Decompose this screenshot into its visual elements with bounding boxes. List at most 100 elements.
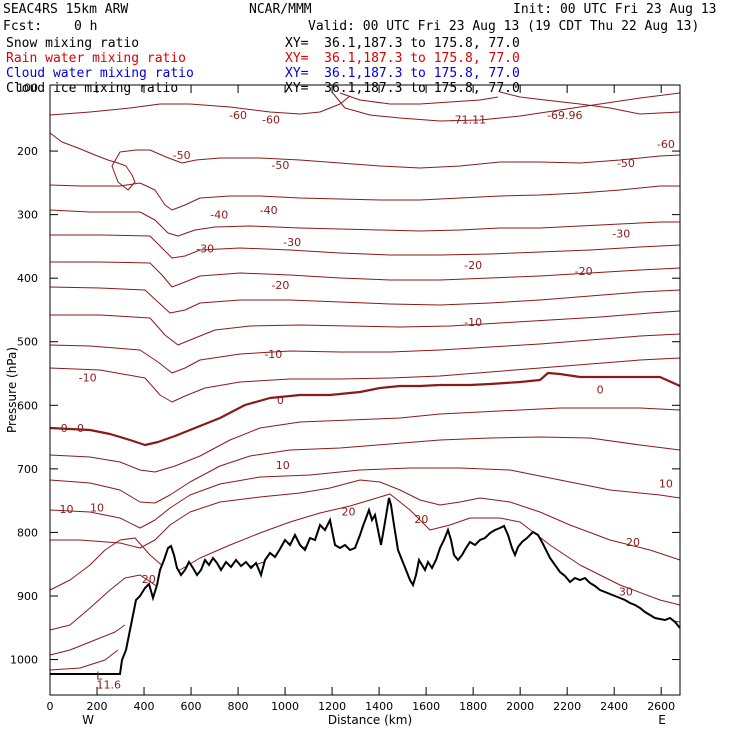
contour-label: 10 xyxy=(276,459,290,472)
legend-label-rain: Rain water mixing ratio xyxy=(6,51,187,66)
x-tick-label: 0 xyxy=(47,700,54,713)
x-tick-label: 1800 xyxy=(459,700,487,713)
x-end-label-east: E xyxy=(658,713,666,727)
contour-label: 20 xyxy=(142,573,156,586)
contour-label: -30 xyxy=(196,242,214,255)
contour-5 xyxy=(49,407,681,473)
contour-minus40-b xyxy=(50,234,681,259)
legend-xy-snow: XY= 36.1,187.3 to 175.8, 77.0 xyxy=(285,36,520,51)
x-tick-label: 1400 xyxy=(365,700,393,713)
x-tick-label: 2400 xyxy=(600,700,628,713)
y-tick-label-top: 100 xyxy=(17,82,38,95)
y-tick-label: 300 xyxy=(17,209,38,222)
legend-label-cloud-water: Cloud water mixing ratio xyxy=(6,66,194,81)
contour-label: 20 xyxy=(342,505,356,518)
contour-15 xyxy=(50,479,681,561)
contour-label: 20 xyxy=(626,536,640,549)
contour-minus70-center xyxy=(339,92,499,105)
y-tick-label: 900 xyxy=(17,590,38,603)
x-tick-label: 1200 xyxy=(318,700,346,713)
valid-time: Valid: 00 UTC Fri 23 Aug 13 (19 CDT Thu … xyxy=(308,19,700,34)
contour-label: -20 xyxy=(575,265,593,278)
contour-label: -10 xyxy=(464,316,482,329)
plot-frame xyxy=(49,84,681,696)
contour-label: -50 xyxy=(617,157,635,170)
contour-label: -10 xyxy=(79,371,97,384)
contour-label: -10 xyxy=(264,348,282,361)
contour-label: 30 xyxy=(619,586,633,599)
contour-label: -30 xyxy=(283,236,301,249)
legend-xy-cloud-ice: XY= 36.1,187.3 to 175.8, 77.0 xyxy=(285,81,520,96)
y-tick-label: 600 xyxy=(17,399,38,412)
contour-minus20 xyxy=(49,286,681,314)
contour-label: 10 xyxy=(59,503,73,516)
contour-minus50-loop xyxy=(49,132,681,191)
contour-label: 0 xyxy=(61,422,68,435)
x-tick-label: 800 xyxy=(228,700,249,713)
x-tick-label: 1000 xyxy=(271,700,299,713)
legend-label-snow: Snow mixing ratio xyxy=(6,36,140,51)
contour-label: 0 xyxy=(597,383,604,396)
x-tick-label: 2200 xyxy=(553,700,581,713)
contour-label: -60 xyxy=(262,113,280,126)
contour-minus50 xyxy=(49,182,680,211)
contour-label: -60 xyxy=(229,109,247,122)
center-title: NCAR/MMM xyxy=(249,2,312,17)
contour-minus30 xyxy=(50,261,681,288)
y-axis-title: Pressure (hPa) xyxy=(5,347,19,433)
contour-minus60-arc xyxy=(331,91,681,122)
contour-label: -40 xyxy=(210,209,228,222)
model-title: SEAC4RS 15km ARW xyxy=(3,2,129,17)
terrain-profile xyxy=(50,497,681,675)
fcst-label: Fcst: xyxy=(3,19,43,34)
y-tick-label: 200 xyxy=(17,145,38,158)
fcst-value: 0 h xyxy=(74,19,98,34)
contour-minus60-east xyxy=(499,91,681,115)
x-tick-label: 2600 xyxy=(647,700,675,713)
contour-label: -30 xyxy=(612,228,630,241)
contour-label: 20 xyxy=(414,513,428,526)
y-tick-label: 700 xyxy=(17,463,38,476)
contour-label: -50 xyxy=(173,149,191,162)
contour-minus10-b xyxy=(49,357,681,403)
legend-xy-rain: XY= 36.1,187.3 to 175.8, 77.0 xyxy=(285,51,520,66)
contour-minus60-west xyxy=(49,95,351,116)
contour-label: 10 xyxy=(90,502,104,515)
contour-label: -20 xyxy=(271,279,289,292)
contour-minus40 xyxy=(49,209,680,237)
extremum-label: -71.11 xyxy=(451,113,486,126)
contour-label: 0 xyxy=(277,394,284,407)
x-end-label-west: W xyxy=(82,713,94,727)
contour-labels: -60 -60 -60 -50 -50 -50 -40 -40 -30 -30 -30 -20 -20 -… xyxy=(59,109,674,691)
legend-xy-cloud-water: XY= 36.1,187.3 to 175.8, 77.0 xyxy=(285,66,520,81)
contour-label: 10 xyxy=(659,477,673,490)
extremum-label: L xyxy=(96,669,103,682)
x-axis-title: Distance (km) xyxy=(328,713,412,727)
y-tick-label: 400 xyxy=(17,272,38,285)
contour-10-b xyxy=(49,467,681,529)
extremum-label: -69.96 xyxy=(547,109,582,122)
contour-0-freezing xyxy=(49,371,681,447)
contour-label: -60 xyxy=(657,138,675,151)
y-tick-label: 500 xyxy=(17,336,38,349)
contour-west-low-2 xyxy=(49,649,119,671)
terrain-fill xyxy=(50,498,680,695)
legend-label-cloud-ice: Cloud ice mixing ratio xyxy=(6,81,179,96)
terrain-layer xyxy=(50,497,681,695)
x-tick-label: 200 xyxy=(87,700,108,713)
contour-minus20-b xyxy=(50,310,681,346)
y-tick-label: 800 xyxy=(17,526,38,539)
y-tick-label: 1000 xyxy=(10,654,38,667)
extremum-label: 11.6 xyxy=(97,678,122,691)
contour-label: -20 xyxy=(464,259,482,272)
contour-label: -50 xyxy=(271,159,289,172)
contour-minus10 xyxy=(49,333,681,374)
init-time: Init: 00 UTC Fri 23 Aug 13 xyxy=(513,2,717,17)
contour-west-low-1 xyxy=(49,624,126,656)
contour-10 xyxy=(49,436,681,504)
contour-label: 0 xyxy=(77,422,84,435)
x-tick-label: 400 xyxy=(134,700,155,713)
x-tick-label: 2000 xyxy=(506,700,534,713)
